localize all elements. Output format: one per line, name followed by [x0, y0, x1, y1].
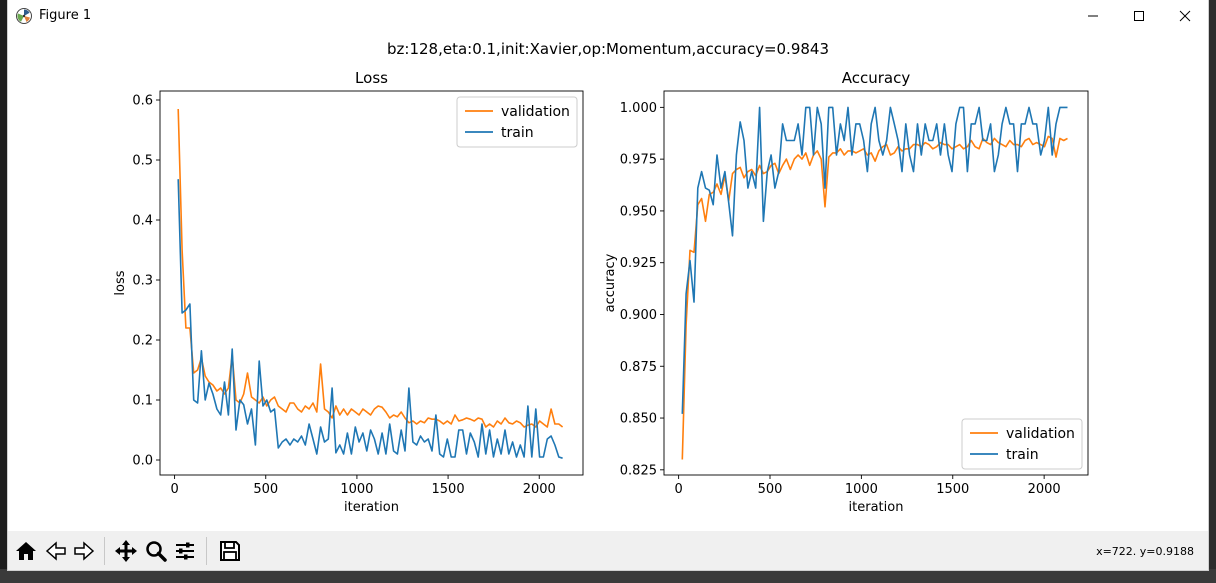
plot-area: [664, 91, 1088, 475]
save-button[interactable]: [216, 537, 244, 565]
minimize-button[interactable]: [1070, 0, 1116, 31]
home-icon: [16, 542, 36, 560]
plot-area: [160, 91, 583, 475]
x-axis-label: iteration: [344, 500, 399, 515]
loss-axes: 0 500 1000 1500 2000 0.0 0.1 0.2 0.3 0.4 0.5 0.6 Los…: [113, 69, 584, 515]
cursor-coordinates: x=722. y=0.9188: [1096, 545, 1194, 558]
legend-label-train: train: [501, 125, 534, 141]
window-title: Figure 1: [39, 8, 92, 23]
y-tick-label: 0.3: [132, 274, 153, 289]
y-tick-label: 0.4: [132, 214, 153, 229]
configure-subplots-icon: [176, 542, 194, 560]
axes-title: Loss: [355, 69, 388, 87]
toolbar-separator: [206, 537, 207, 565]
close-button[interactable]: [1162, 0, 1208, 31]
background-right-edge: [1208, 0, 1216, 583]
series-line-train: [177, 179, 563, 459]
x-tick-label: 0: [674, 482, 682, 497]
title-bar[interactable]: Figure 1: [8, 0, 1208, 31]
x-tick-label: 2000: [523, 482, 556, 497]
legend: validation train: [456, 96, 578, 148]
y-tick-label: 0.850: [620, 412, 657, 427]
y-axis-label: accuracy: [603, 253, 618, 312]
y-tick-label: 0.875: [620, 360, 657, 375]
home-button[interactable]: [12, 537, 40, 565]
x-tick-label: 500: [253, 482, 278, 497]
pan-icon: [115, 540, 137, 562]
navigation-toolbar: x=722. y=0.9188: [8, 531, 1208, 570]
save-icon: [220, 541, 240, 561]
y-tick-label: 0.2: [132, 334, 153, 349]
close-icon: [1179, 10, 1191, 21]
x-tick-label: 0: [170, 482, 178, 497]
toolbar-separator: [104, 537, 105, 565]
y-tick-label: 0.925: [620, 256, 657, 271]
matplotlib-logo-icon: [16, 7, 32, 24]
back-icon: [45, 541, 66, 561]
figure-suptitle: bz:128,eta:0.1,init:Xavier,op:Momentum,a…: [387, 40, 829, 58]
figure-window: Figure 1 bz:128,eta:0.1,init:Xavier,op:M…: [8, 0, 1208, 570]
x-tick-label: 1500: [432, 482, 465, 497]
y-tick-label: 0.1: [132, 394, 153, 409]
y-axis-label: loss: [113, 270, 128, 295]
legend-box: [961, 418, 1083, 470]
accuracy-axes: 0 500 1000 1500 2000 0.825 0.850 0.875 0.900 0.92…: [603, 69, 1089, 515]
legend-box: [456, 96, 578, 148]
x-tick-label: 1500: [936, 482, 969, 497]
legend-label-train: train: [1006, 447, 1039, 463]
axes-title: Accuracy: [842, 69, 911, 87]
y-tick-label: 0.0: [132, 454, 153, 469]
legend-label-validation: validation: [501, 104, 570, 120]
axes-frame: [159, 90, 584, 476]
legend: validation train: [961, 418, 1083, 470]
y-tick-label: 0.5: [132, 154, 153, 169]
x-tick-label: 2000: [1028, 482, 1061, 497]
pan-button[interactable]: [112, 537, 140, 565]
x-tick-label: 1000: [340, 482, 373, 497]
forward-icon: [74, 541, 95, 561]
window-controls: [1070, 0, 1208, 31]
y-tick-label: 0.6: [132, 94, 153, 109]
forward-button[interactable]: [70, 537, 98, 565]
x-tick-label: 500: [758, 482, 783, 497]
y-tick-label: 0.950: [620, 204, 657, 219]
maximize-icon: [1134, 10, 1144, 21]
x-tick-label: 1000: [845, 482, 878, 497]
x-axis-label: iteration: [849, 500, 904, 515]
minimize-icon: [1088, 15, 1098, 16]
figure-canvas[interactable]: bz:128,eta:0.1,init:Xavier,op:Momentum,a…: [8, 31, 1208, 531]
legend-label-validation: validation: [1006, 426, 1075, 442]
y-tick-label: 0.825: [620, 463, 657, 478]
series-line-validation: [177, 108, 564, 428]
y-tick-label: 0.975: [620, 153, 657, 168]
background-left-edge: [0, 0, 8, 583]
back-button[interactable]: [42, 537, 70, 565]
axes-frame: [663, 90, 1089, 476]
y-tick-label: 0.900: [620, 308, 657, 323]
maximize-button[interactable]: [1116, 0, 1162, 31]
series-line-train: [681, 106, 1068, 414]
background-taskbar-edge: [0, 569, 1216, 583]
y-tick-label: 1.000: [620, 101, 657, 116]
zoom-button[interactable]: [142, 537, 170, 565]
zoom-icon: [146, 541, 167, 562]
configure-subplots-button[interactable]: [171, 537, 199, 565]
